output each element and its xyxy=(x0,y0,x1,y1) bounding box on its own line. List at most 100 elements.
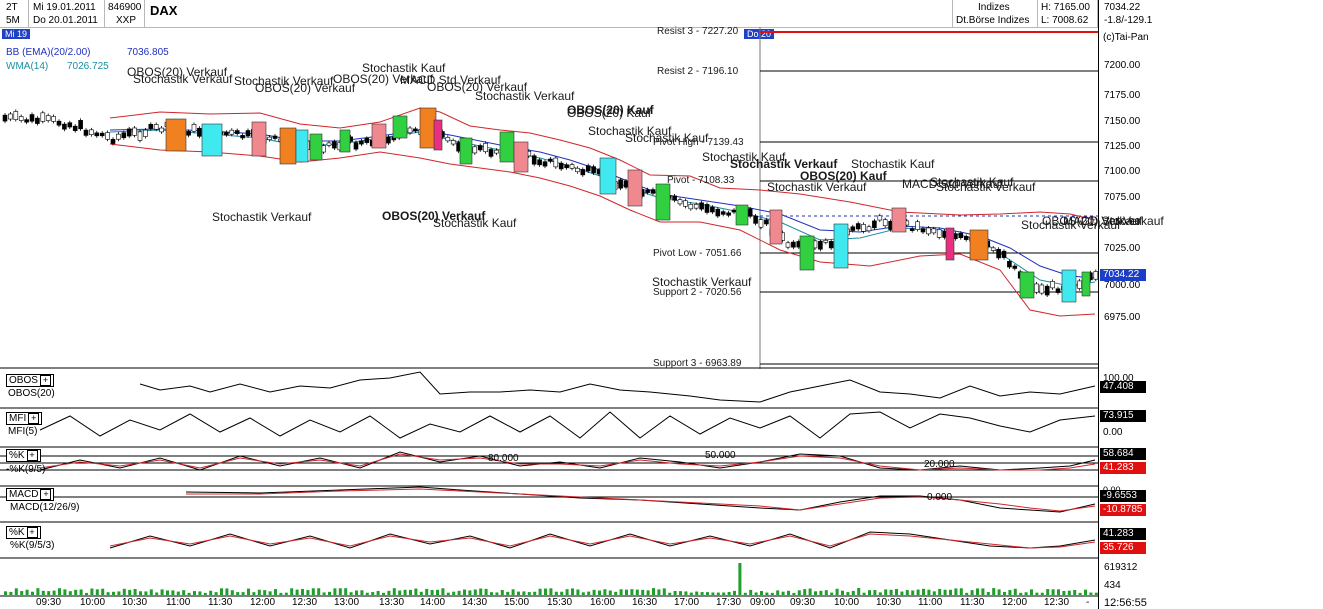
volume-bar xyxy=(441,588,445,595)
exchange-label: Dt.Börse Indizes xyxy=(956,15,1030,26)
price-chart[interactable] xyxy=(0,27,1098,369)
volume-bar xyxy=(311,588,315,595)
candle-body xyxy=(18,116,24,121)
candle-body xyxy=(764,219,769,225)
volume-bar xyxy=(679,591,682,595)
volume-bar xyxy=(1051,589,1055,595)
signal-annotation: Stochastik Kauf xyxy=(433,216,517,230)
plus-icon[interactable]: + xyxy=(26,450,38,461)
volume-bar xyxy=(284,592,288,595)
volume-bar xyxy=(95,589,99,595)
signal-annotation: Stochastik Verkauf xyxy=(652,275,752,289)
right-axis-border xyxy=(1098,0,1099,609)
volume-bar xyxy=(106,592,110,595)
volume-bar xyxy=(225,588,229,595)
volume-bar xyxy=(85,592,88,595)
level-support2: Support 2 - 7020.56 xyxy=(653,287,742,298)
macd-value-1: -9.6553 xyxy=(1100,490,1146,502)
price-tick-label: 6975.00 xyxy=(1104,312,1141,323)
volume-bar xyxy=(819,590,823,595)
candle-body xyxy=(83,129,89,136)
volume-bar xyxy=(155,592,159,595)
candle-body xyxy=(267,136,272,140)
candle-body xyxy=(159,127,164,133)
volume-bar xyxy=(122,588,126,595)
candle-body xyxy=(915,221,920,230)
price-tick-label: 7075.00 xyxy=(1104,192,1141,203)
stoch2-panel-button[interactable]: %K + xyxy=(6,526,41,540)
volume-bar xyxy=(716,592,720,595)
volume-bar xyxy=(365,592,369,595)
volume-bar xyxy=(770,592,774,595)
volume-bar xyxy=(430,590,434,595)
volume-bar xyxy=(112,591,115,595)
volume-bar xyxy=(900,591,904,595)
mfi-panel-button[interactable]: MFI + xyxy=(6,412,43,426)
candle-body xyxy=(153,124,159,130)
candle-body xyxy=(537,159,542,166)
volume-bar xyxy=(171,590,175,595)
obos-panel-button[interactable]: OBOS + xyxy=(6,374,54,388)
timeframe-1[interactable]: 2T xyxy=(6,2,18,13)
volume-bar xyxy=(463,589,466,595)
stoch2-d-line xyxy=(109,533,1096,549)
candle-body xyxy=(618,179,623,189)
volume-bar xyxy=(198,591,202,595)
plus-icon[interactable]: + xyxy=(28,413,40,424)
candle-body xyxy=(553,157,559,168)
volume-bar xyxy=(814,591,817,595)
signal-annotation: OBOS(20) Kauf xyxy=(567,106,652,120)
candle-body xyxy=(240,135,245,139)
candle-body xyxy=(720,211,726,215)
timeframe-2[interactable]: 5M xyxy=(6,15,20,26)
volume-bar xyxy=(252,592,256,595)
volume-bar xyxy=(851,590,855,595)
volume-bar xyxy=(14,588,18,595)
time-tick-label: 17:00 xyxy=(674,597,700,608)
macd-panel-button[interactable]: MACD + xyxy=(6,488,55,502)
volume-bar xyxy=(787,590,790,595)
volume-bar xyxy=(247,588,250,595)
signal-annotation: OBOS(20) Verkauf xyxy=(127,65,228,79)
time-tick-label: 12:00 xyxy=(250,597,276,608)
plus-icon[interactable]: + xyxy=(39,375,51,386)
time-tick-label: 12:00 xyxy=(1002,597,1028,608)
plus-icon[interactable]: + xyxy=(40,489,52,500)
volume-bar xyxy=(257,589,261,595)
volume-bar xyxy=(808,588,812,595)
stoch-value-2: 41.283 xyxy=(1100,462,1146,474)
candle-body xyxy=(645,189,650,193)
signal-annotation: Stochastik Kauf xyxy=(362,61,446,75)
candle-body xyxy=(688,204,694,210)
candle-body xyxy=(855,223,861,230)
candle-body xyxy=(51,116,56,122)
stoch-panel-button[interactable]: %K + xyxy=(6,449,41,463)
candle-body xyxy=(2,114,8,122)
stoch2-value-2: 35.726 xyxy=(1100,542,1146,554)
candle-body xyxy=(78,120,83,130)
volume-bar xyxy=(52,590,56,595)
signal-annotation: MACD Std Verkauf xyxy=(1063,214,1164,228)
stoch2-value-1: 41.283 xyxy=(1100,528,1146,540)
wma-legend-label: WMA(14) xyxy=(6,61,49,72)
time-tick-label: 15:30 xyxy=(547,597,573,608)
candle-body xyxy=(24,119,29,123)
candle-body xyxy=(672,195,677,201)
level-pivot: Pivot - 7108.33 xyxy=(667,175,735,186)
candle-body xyxy=(272,135,278,139)
plus-icon[interactable]: + xyxy=(26,527,38,538)
volume-bar xyxy=(841,590,844,595)
volume-bar xyxy=(1030,589,1033,595)
volume-bar xyxy=(193,591,196,595)
signal-annotation: MACD Std Verkauf xyxy=(400,73,501,87)
candle-body xyxy=(683,200,688,207)
volume-bar xyxy=(549,588,553,595)
volume-bar xyxy=(479,588,483,595)
volume-bar xyxy=(533,591,537,595)
candle-body xyxy=(877,215,883,221)
volume-bar xyxy=(743,592,747,595)
volume-bar xyxy=(938,588,942,595)
volume-bar xyxy=(387,590,391,595)
stoch-value-1: 58.684 xyxy=(1100,448,1146,460)
candle-body xyxy=(963,236,969,240)
